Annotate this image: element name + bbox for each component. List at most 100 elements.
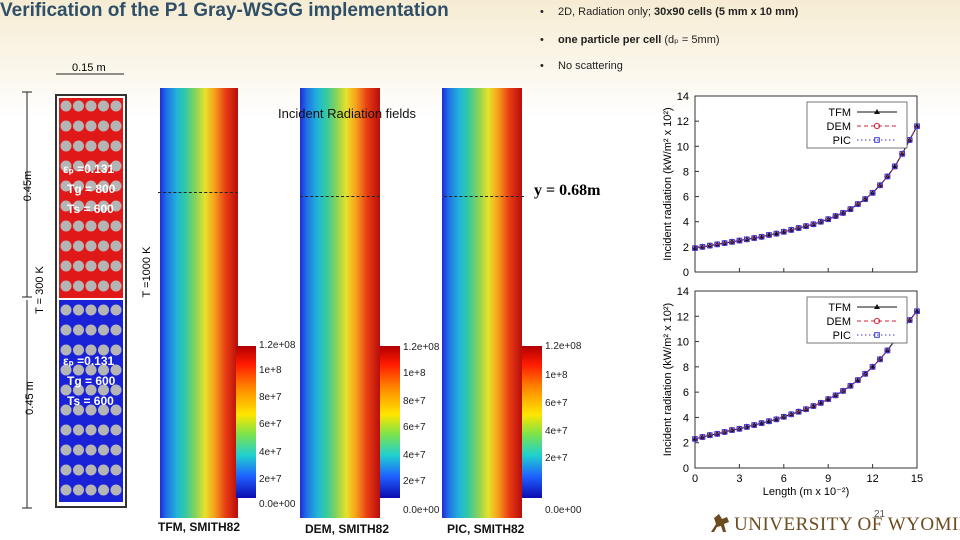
point-pic (699, 434, 706, 440)
page-number: 21 (874, 509, 886, 520)
domain-box: εₚ =0.131 Tg = 800 Ts = 600 εₚ =0.131 Tg… (55, 94, 127, 508)
particle (110, 444, 122, 456)
particle (60, 444, 72, 456)
particle (98, 444, 109, 456)
particle (85, 180, 97, 192)
series-line-pic (694, 125, 918, 249)
cb2-tick: 6e+7 (403, 422, 426, 433)
particle (98, 200, 109, 212)
particle (60, 424, 72, 436)
y-tick-label: 10 (677, 141, 689, 153)
bullet-2-text: (dₚ = 5mm) (661, 34, 720, 46)
particle (85, 100, 97, 112)
particle (60, 140, 72, 152)
particle (85, 280, 97, 292)
logo-text: UNIVERSITY OF WYOMING (734, 514, 960, 535)
point-pic (736, 237, 743, 244)
legend-label-tfm: TFM (828, 107, 851, 119)
point-pic (795, 225, 802, 231)
series-line-pic (694, 310, 918, 440)
pic-field-label: PIC, SMITH82 (447, 522, 525, 536)
particle (85, 424, 97, 436)
cb3-tick: 0.0e+00 (545, 505, 582, 516)
x-axis-label: Length (m x 10⁻²) (763, 486, 850, 498)
cb2-tick: 1.2e+08 (403, 342, 440, 353)
particle (60, 160, 72, 172)
point-pic (847, 206, 854, 212)
particle (73, 280, 84, 292)
point-pic (840, 210, 846, 216)
bullet-2: • one particle per cell (dₚ = 5mm) (540, 34, 720, 46)
particle (73, 484, 84, 496)
wyoming-logo: UNIVERSITY OF WYOMING (708, 510, 960, 538)
particle (98, 404, 109, 416)
y-axis-label: Incident radiation (kW/m² x 10²) (662, 303, 674, 456)
y-marker-label: y = 0.68m (534, 182, 601, 199)
particle (73, 200, 84, 212)
particle (98, 364, 109, 376)
point-pic (810, 403, 817, 409)
particle (85, 140, 97, 152)
particle (73, 304, 84, 316)
dem-colorbar (380, 346, 400, 498)
particle (110, 160, 122, 172)
tfm-colorbar (236, 346, 256, 498)
y-tick-label: 0 (683, 267, 689, 279)
particle (110, 364, 122, 376)
particle (110, 260, 122, 272)
slide-title: Verification of the P1 Gray-WSGG impleme… (0, 0, 449, 21)
x-tick-label: 0 (692, 473, 698, 485)
point-tfm (891, 163, 898, 169)
particle (85, 464, 97, 476)
particle (60, 364, 72, 376)
pic-field (442, 88, 522, 518)
particle (98, 324, 109, 336)
point-pic (714, 241, 721, 248)
lower-eps: εₚ =0.131 (63, 354, 115, 368)
y-tick-label: 2 (683, 242, 689, 254)
legend-marker-pic (874, 332, 880, 338)
point-pic (729, 239, 735, 245)
incident-radiation-chart-bottom: 0 2 4 6 8 10 12 14 0 3 6 9 12 15 Incident radiation (k… (662, 286, 923, 498)
particle (60, 344, 72, 356)
point-pic (825, 396, 831, 402)
particle (98, 424, 109, 436)
particle (73, 364, 84, 376)
tfm-field (160, 88, 238, 518)
point-pic (884, 347, 891, 354)
particle (110, 280, 122, 292)
x-tick-label: 12 (866, 473, 878, 485)
y-tick-label: 12 (677, 311, 689, 323)
particle (98, 464, 109, 476)
particle (98, 384, 109, 396)
legend-marker-dem (873, 317, 881, 325)
bullet-3: • No scattering (540, 60, 623, 72)
particle (73, 160, 84, 172)
legend-marker-tfm (874, 109, 880, 114)
particle (73, 404, 84, 416)
cb3-tick: 4e+7 (545, 426, 568, 437)
point-pic (840, 388, 846, 394)
cb2-tick: 1e+8 (403, 368, 426, 379)
particle (110, 464, 122, 476)
upper-eps: εₚ =0.131 (63, 162, 115, 176)
y-tick-label: 8 (683, 362, 689, 374)
particle (85, 484, 97, 496)
cb1-tick: 1e+8 (259, 365, 282, 376)
particle (73, 324, 84, 336)
point-pic (766, 232, 772, 238)
tfm-marker-line (158, 192, 238, 193)
particle (110, 200, 122, 212)
particle (110, 404, 122, 416)
point-pic (699, 244, 706, 250)
particle (98, 220, 109, 232)
cb2-tick: 4e+7 (403, 450, 426, 461)
particle (73, 180, 84, 192)
point-pic (825, 216, 831, 223)
point-pic (855, 377, 861, 383)
bullet-1: • 2D, Radiation only; 30x90 cells (5 mm x… (540, 6, 799, 18)
lower-Ts: Ts = 600 (67, 394, 114, 408)
point-tfm (914, 123, 920, 129)
point-pic (729, 427, 735, 433)
particle (98, 100, 109, 112)
